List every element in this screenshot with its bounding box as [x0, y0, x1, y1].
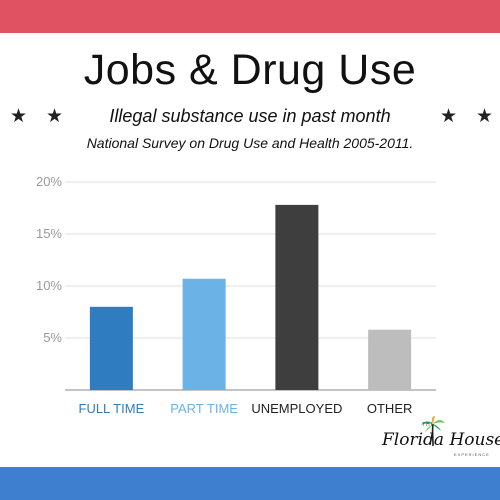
chart-subtitle: Illegal substance use in past month [109, 106, 391, 126]
chart-title: Jobs & Drug Use [83, 46, 417, 94]
star-icon: ★ [10, 106, 28, 127]
bar-chart: 5% 10% 15% 20% FULL TIME PART TIME UNEMPLOYED O… [36, 174, 436, 416]
y-tick-label: 15% [36, 226, 62, 241]
palm-tree-icon [421, 416, 445, 446]
y-tick-label: 20% [36, 174, 62, 189]
x-tick-label: UNEMPLOYED [251, 401, 342, 416]
star-icon: ★ [46, 106, 64, 127]
florida-house-logo: THE Florida House EXPERIENCE [382, 416, 500, 464]
x-tick-label: OTHER [367, 401, 413, 416]
chart-source: National Survey on Drug Use and Health 2… [86, 135, 414, 151]
bar-other [368, 329, 412, 390]
x-tick-label: PART TIME [170, 401, 238, 416]
y-tick-label: 5% [43, 330, 62, 345]
y-tick-label: 10% [36, 278, 62, 293]
logo-name: Florida House [382, 430, 500, 450]
x-tick-label: FULL TIME [79, 401, 145, 416]
bar-full-time [89, 306, 133, 390]
logo-tagline-bottom: EXPERIENCE [454, 452, 490, 457]
bar-unemployed [275, 204, 319, 390]
star-icon: ★ [476, 106, 494, 127]
bottom-color-band [0, 467, 500, 500]
star-icon: ★ [440, 106, 458, 127]
logo-tagline-top: THE [422, 422, 435, 428]
bar-part-time [182, 278, 226, 390]
top-color-band [0, 0, 500, 33]
